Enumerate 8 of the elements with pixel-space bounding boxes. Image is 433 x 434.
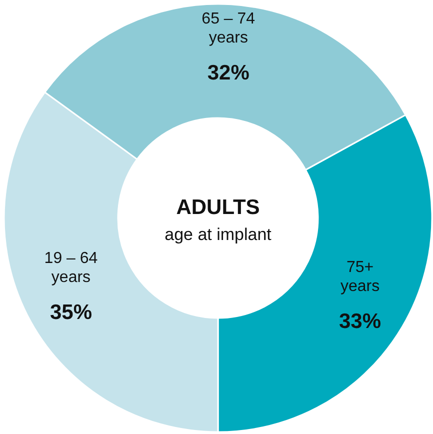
text: age at implant xyxy=(164,225,272,244)
data-label: 32% xyxy=(207,61,250,84)
data-label: 33% xyxy=(339,310,382,333)
data-label: 35% xyxy=(50,300,92,324)
slice-label: 19 – 64 years xyxy=(44,250,98,286)
slice-label: 75+ years xyxy=(340,258,380,295)
text: ADULTS xyxy=(176,196,260,219)
slice-label: 65 – 74 years xyxy=(202,10,256,46)
